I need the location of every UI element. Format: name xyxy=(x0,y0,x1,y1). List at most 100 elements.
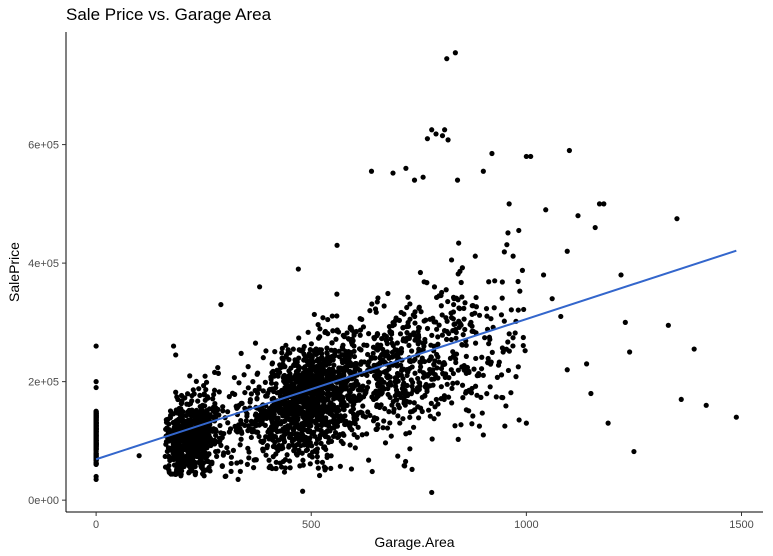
data-point xyxy=(272,349,278,355)
data-point xyxy=(416,338,422,344)
data-point xyxy=(235,476,241,483)
data-point xyxy=(263,434,269,440)
data-point xyxy=(403,431,409,437)
data-point xyxy=(192,412,198,418)
data-point xyxy=(410,387,416,393)
data-point xyxy=(375,393,381,399)
data-point xyxy=(230,447,237,453)
data-point xyxy=(395,453,401,459)
data-point xyxy=(303,447,309,454)
data-point xyxy=(365,362,371,368)
data-point xyxy=(93,460,99,467)
data-point xyxy=(249,429,255,435)
data-point xyxy=(190,438,196,444)
data-point xyxy=(357,384,363,390)
data-point xyxy=(318,440,324,446)
data-point xyxy=(498,372,505,378)
data-point xyxy=(435,401,441,407)
data-point xyxy=(297,438,303,444)
data-point xyxy=(208,460,214,466)
data-point xyxy=(408,377,414,383)
data-point xyxy=(327,419,333,425)
data-point xyxy=(254,371,260,377)
data-point xyxy=(318,396,325,402)
data-point xyxy=(263,415,270,422)
data-point xyxy=(435,334,441,340)
data-point xyxy=(180,409,186,415)
data-point xyxy=(453,335,459,341)
data-point xyxy=(296,335,302,341)
data-point xyxy=(362,391,368,397)
data-point xyxy=(371,334,377,341)
data-point xyxy=(260,355,266,361)
data-point xyxy=(364,342,370,348)
data-point xyxy=(337,392,343,398)
data-point xyxy=(253,457,259,463)
data-point xyxy=(469,303,475,309)
data-point xyxy=(374,362,380,368)
data-point xyxy=(281,373,287,379)
data-point xyxy=(412,370,418,376)
data-point xyxy=(167,427,173,433)
data-point xyxy=(199,440,205,446)
data-point xyxy=(226,429,232,435)
data-point xyxy=(260,446,266,452)
data-point xyxy=(400,416,406,422)
data-point xyxy=(430,315,436,321)
data-point xyxy=(429,127,435,133)
data-point xyxy=(329,340,335,346)
data-point xyxy=(500,349,506,355)
data-point xyxy=(295,266,301,272)
data-point xyxy=(342,421,348,428)
data-point xyxy=(311,429,317,435)
data-point xyxy=(264,445,270,451)
data-point xyxy=(276,389,282,396)
data-point xyxy=(173,352,179,358)
data-point xyxy=(506,331,512,337)
data-point xyxy=(311,311,317,318)
data-point xyxy=(451,301,457,308)
data-point xyxy=(282,398,288,404)
data-point xyxy=(249,421,255,427)
data-point xyxy=(215,370,222,376)
data-point xyxy=(429,376,435,382)
data-point xyxy=(336,348,342,354)
data-point xyxy=(627,349,633,355)
data-point xyxy=(234,460,240,466)
data-point xyxy=(220,404,226,410)
data-point xyxy=(250,465,257,471)
data-point xyxy=(284,407,290,413)
data-point xyxy=(178,392,185,399)
data-point xyxy=(335,434,342,440)
data-point xyxy=(505,339,511,345)
data-point xyxy=(463,353,469,359)
data-point xyxy=(375,295,381,301)
data-point xyxy=(225,420,231,426)
data-point xyxy=(455,436,461,442)
data-point xyxy=(93,476,99,483)
data-point xyxy=(202,373,208,379)
data-point xyxy=(380,346,386,352)
data-point xyxy=(248,391,254,397)
data-point xyxy=(564,367,570,373)
data-point xyxy=(520,334,526,341)
data-point xyxy=(93,438,99,444)
data-point xyxy=(455,297,461,303)
data-point xyxy=(254,395,260,401)
data-point xyxy=(93,426,99,432)
data-point xyxy=(383,337,389,343)
data-point xyxy=(416,304,422,310)
data-point xyxy=(328,453,334,459)
data-point xyxy=(278,446,285,452)
data-point xyxy=(347,387,353,393)
data-point xyxy=(313,440,319,447)
data-point xyxy=(269,465,275,472)
data-point xyxy=(394,370,401,377)
data-point xyxy=(189,398,195,404)
data-point xyxy=(286,356,292,363)
data-point xyxy=(315,349,321,355)
data-point xyxy=(272,424,278,430)
data-point xyxy=(512,330,518,336)
data-point xyxy=(459,342,465,348)
data-point xyxy=(403,458,409,465)
